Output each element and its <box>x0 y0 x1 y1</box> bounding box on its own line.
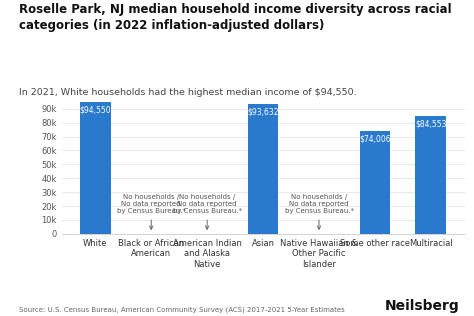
Bar <box>80 102 111 234</box>
Text: Source: U.S. Census Bureau, American Community Survey (ACS) 2017-2021 5-Year Est: Source: U.S. Census Bureau, American Com… <box>19 306 345 313</box>
Text: No households /
No data reported
by Census Bureau.*: No households / No data reported by Cens… <box>173 194 242 229</box>
Bar <box>415 116 446 234</box>
Text: $94,550: $94,550 <box>80 106 111 115</box>
Bar <box>248 104 278 234</box>
Text: $74,006: $74,006 <box>359 134 391 143</box>
Text: $84,553: $84,553 <box>415 120 447 129</box>
Text: Roselle Park, NJ median household income diversity across racial
categories (in : Roselle Park, NJ median household income… <box>19 3 452 32</box>
Text: In 2021, White households had the highest median income of $94,550.: In 2021, White households had the highes… <box>19 88 356 97</box>
Text: No households /
No data reported
by Census Bureau.*: No households / No data reported by Cens… <box>284 194 354 229</box>
Text: $93,632: $93,632 <box>247 107 279 116</box>
Text: Neilsberg: Neilsberg <box>385 299 460 313</box>
Text: No households /
No data reported
by Census Bureau.*: No households / No data reported by Cens… <box>117 194 186 229</box>
Bar <box>360 131 390 234</box>
